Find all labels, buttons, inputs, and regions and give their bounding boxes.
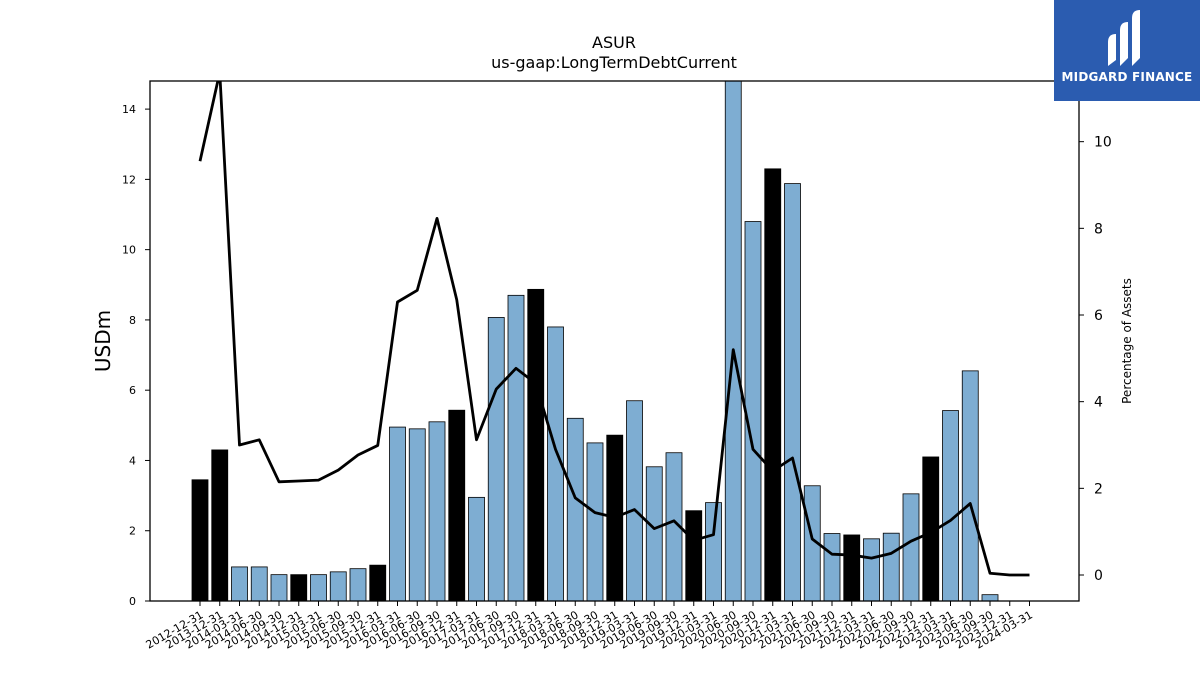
bar bbox=[369, 564, 387, 602]
bar bbox=[645, 466, 663, 602]
bar bbox=[329, 571, 347, 602]
bar bbox=[566, 417, 584, 602]
y-axis-left: 0 2 4 6 8 10 12 14 bbox=[122, 103, 150, 608]
line-path bbox=[198, 81, 1030, 577]
bar bbox=[290, 574, 308, 602]
y2-tick-label: 4 bbox=[1094, 395, 1103, 411]
bar bbox=[231, 566, 248, 602]
y-tick-label: 14 bbox=[122, 103, 136, 116]
bar bbox=[448, 409, 466, 602]
bar bbox=[468, 496, 485, 602]
brand-logo: MIDGARD FINANCE bbox=[1054, 0, 1200, 101]
bar bbox=[705, 502, 722, 602]
bar bbox=[626, 400, 643, 602]
bar bbox=[211, 449, 229, 602]
bar bbox=[389, 426, 406, 602]
bar bbox=[586, 442, 604, 602]
y-tick-label: 8 bbox=[129, 314, 136, 327]
bar bbox=[250, 566, 268, 602]
line-series bbox=[198, 81, 1030, 577]
bar bbox=[428, 421, 446, 602]
y2-tick-label: 6 bbox=[1094, 308, 1103, 324]
midgard-logo-icon bbox=[1108, 10, 1140, 66]
y-tick-label: 10 bbox=[122, 244, 136, 257]
bar bbox=[270, 574, 288, 602]
bar bbox=[823, 533, 841, 602]
bar bbox=[882, 532, 900, 602]
bar bbox=[902, 493, 920, 602]
y-tick-label: 2 bbox=[129, 525, 136, 538]
logo-text: MIDGARD FINANCE bbox=[1061, 70, 1193, 84]
bar bbox=[191, 479, 209, 602]
y-tick-label: 0 bbox=[129, 595, 136, 608]
bar bbox=[843, 534, 861, 602]
bar bbox=[724, 80, 742, 602]
bar bbox=[942, 410, 959, 602]
y2-tick-label: 8 bbox=[1094, 221, 1103, 237]
chart-subtitle: us-gaap:LongTermDebtCurrent bbox=[491, 53, 737, 72]
bar bbox=[685, 510, 703, 602]
y-axis-label: USDm bbox=[91, 310, 115, 372]
y-tick-label: 12 bbox=[122, 173, 136, 186]
y-tick-label: 6 bbox=[129, 384, 136, 397]
bar bbox=[487, 317, 505, 602]
bar bbox=[961, 370, 979, 602]
y2-tick-label: 2 bbox=[1094, 481, 1103, 497]
bar bbox=[310, 574, 327, 602]
y2-axis-label: Percentage of Assets bbox=[1120, 278, 1134, 404]
bar bbox=[349, 568, 367, 602]
y2-tick-label: 10 bbox=[1094, 135, 1112, 151]
bar bbox=[408, 428, 426, 602]
bar bbox=[764, 168, 782, 602]
bar bbox=[507, 294, 525, 602]
chart-title: ASUR bbox=[592, 33, 636, 52]
bar bbox=[863, 538, 880, 602]
y-axis-right: 0 2 4 6 8 10 bbox=[1079, 135, 1112, 584]
bar bbox=[744, 221, 762, 602]
bar bbox=[527, 288, 545, 602]
y2-tick-label: 0 bbox=[1094, 568, 1103, 584]
x-axis: 2012-12-312013-12-312014-03-312014-06-30… bbox=[144, 601, 1035, 652]
bar bbox=[784, 183, 801, 602]
bar-series bbox=[191, 80, 999, 602]
bar bbox=[981, 594, 999, 602]
y-tick-label: 4 bbox=[129, 454, 136, 467]
